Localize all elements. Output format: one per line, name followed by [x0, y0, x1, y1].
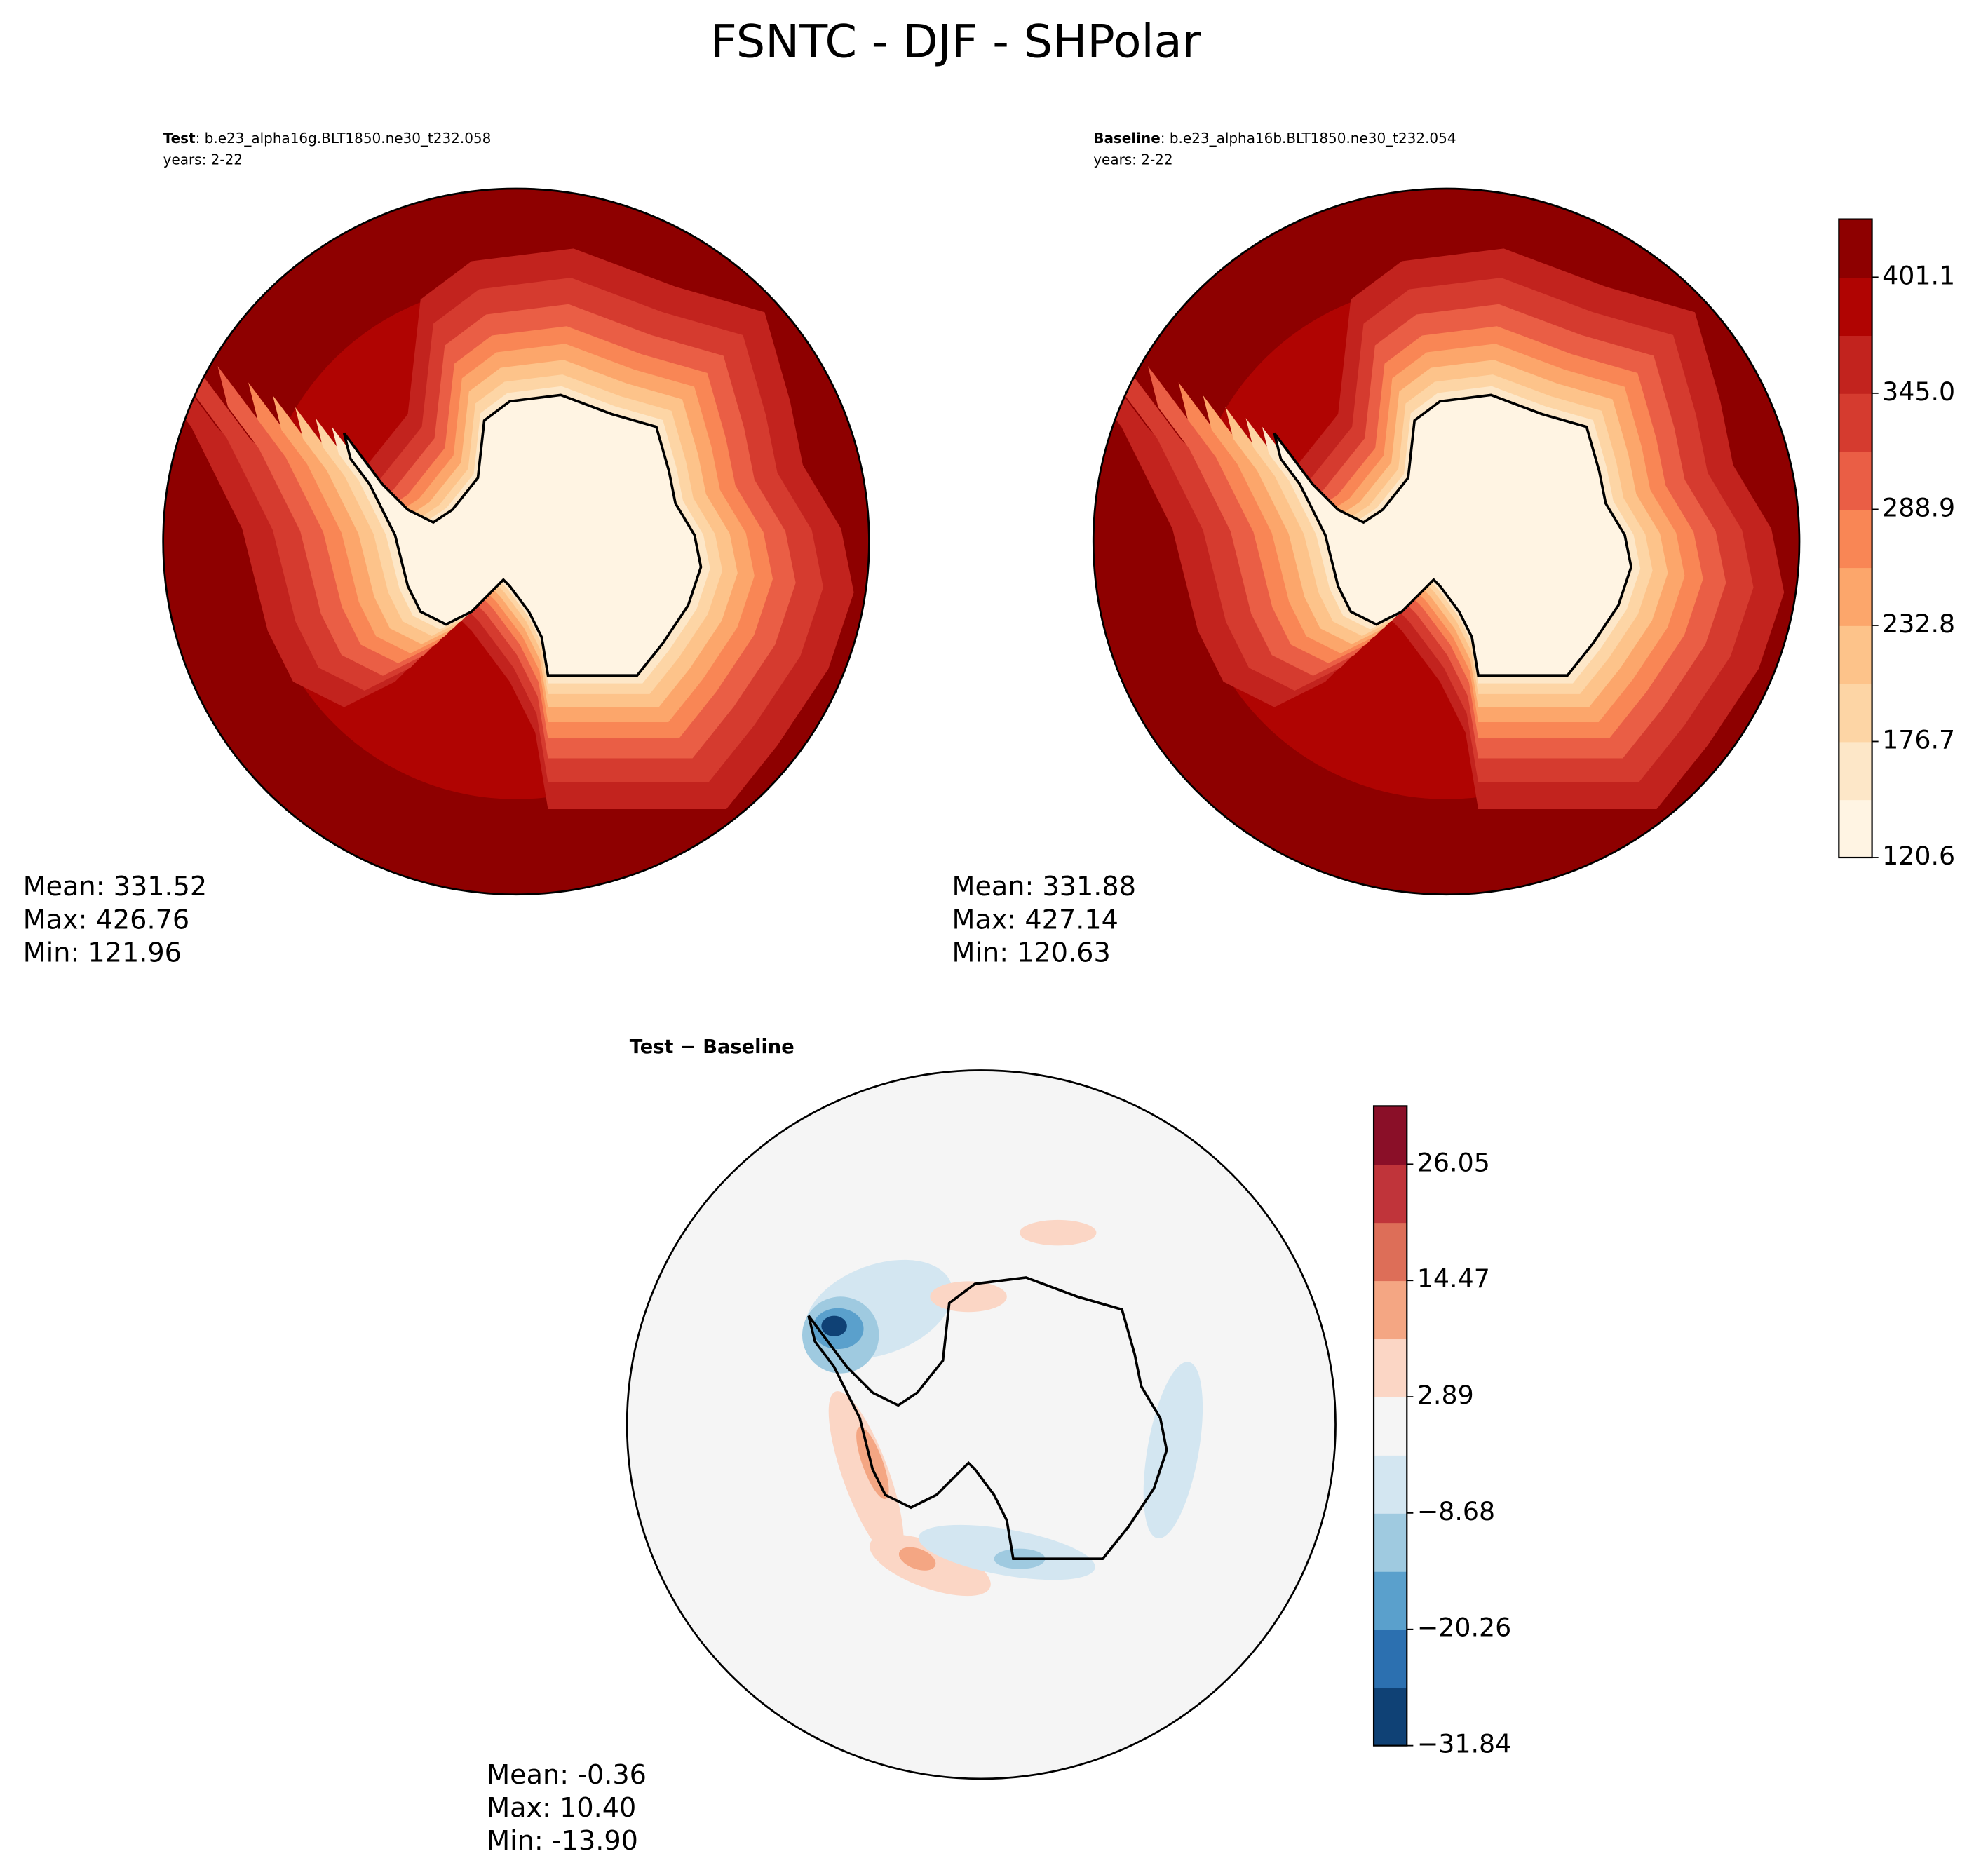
colorbar-tick-label: 26.05 — [1417, 1147, 1490, 1177]
colorbar-tick-label: 288.9 — [1882, 492, 1955, 522]
colorbar-segment — [1839, 741, 1872, 801]
panel-header: Baseline: b.e23_alpha16b.BLT1850.ne30_t2… — [1093, 130, 1456, 147]
map-contour — [821, 1315, 847, 1336]
panel-stat: Mean: 331.88 — [952, 871, 1136, 902]
map — [627, 1070, 1336, 1779]
panel-stat: Mean: -0.36 — [487, 1759, 647, 1790]
panel-header-bold: Test − Baseline — [630, 1036, 794, 1057]
colorbar-segment — [1839, 509, 1872, 569]
colorbar-segment — [1839, 625, 1872, 684]
colorbar-segment — [1374, 1512, 1407, 1572]
panel-years: years: 2-22 — [1093, 151, 1172, 168]
colorbar-tick-label: −20.26 — [1417, 1613, 1511, 1643]
map — [1093, 188, 1800, 895]
colorbar-segment — [1374, 1571, 1407, 1630]
colorbar-segment — [1374, 1222, 1407, 1282]
panel-stat: Min: 121.96 — [23, 937, 182, 968]
panel-header-bold: Test — [163, 130, 196, 147]
colorbar-segment — [1374, 1106, 1407, 1165]
map — [163, 188, 870, 895]
panel-header: Test: b.e23_alpha16g.BLT1850.ne30_t232.0… — [163, 130, 492, 147]
colorbar-segment — [1839, 277, 1872, 337]
panel-stat: Min: -13.90 — [487, 1825, 638, 1856]
map-border — [162, 187, 870, 896]
map-contour — [898, 1547, 936, 1571]
panel-stat: Mean: 331.52 — [23, 871, 207, 902]
colorbar-tick-label: 2.89 — [1417, 1380, 1474, 1410]
colorbar-tick-label: 401.1 — [1882, 260, 1955, 290]
colorbar-segment — [1374, 1164, 1407, 1224]
colorbar-tick-label: 176.7 — [1882, 724, 1955, 754]
map-contour — [1020, 1219, 1097, 1246]
colorbar-frame — [1838, 218, 1873, 859]
colorbar-segment — [1374, 1454, 1407, 1514]
colorbar-segment — [1374, 1339, 1407, 1397]
colorbar-segment — [1839, 451, 1872, 510]
panel-stat: Min: 120.63 — [952, 937, 1111, 968]
colorbar-segment — [1839, 335, 1872, 394]
map-border — [626, 1069, 1337, 1780]
colorbar-tick-label: 14.47 — [1417, 1263, 1490, 1294]
colorbar-segment — [1839, 683, 1872, 743]
colorbar-segment — [1374, 1687, 1407, 1747]
colorbar-tick-label: −8.68 — [1417, 1496, 1495, 1526]
panel-header: Test − Baseline — [630, 1036, 794, 1057]
colorbar-segment — [1839, 799, 1872, 858]
map-contour — [1273, 393, 1633, 677]
map-fill — [627, 1070, 1336, 1779]
map-contour — [828, 1391, 904, 1561]
figure-title: FSNTC - DJF - SHPolar — [710, 15, 1201, 69]
panel-stat: Max: 10.40 — [487, 1792, 636, 1823]
panel-header-bold: Baseline — [1093, 130, 1161, 147]
colorbar-frame — [1372, 1105, 1408, 1747]
colorbar-segment — [1839, 567, 1872, 626]
colorbar-segment — [1839, 393, 1872, 452]
colorbar-tick-label: −31.84 — [1417, 1729, 1511, 1759]
colorbar-tick-label: 232.8 — [1882, 609, 1955, 639]
map-contour — [930, 1281, 1007, 1313]
map-coastline — [807, 1276, 1168, 1561]
map-contour — [342, 393, 703, 677]
colorbar-segment — [1374, 1280, 1407, 1340]
panel-header-text: : b.e23_alpha16b.BLT1850.ne30_t232.054 — [1161, 130, 1456, 147]
colorbar-segment — [1374, 1397, 1407, 1456]
map-contour — [1143, 1362, 1203, 1539]
colorbar-tick-label: 120.6 — [1882, 841, 1955, 871]
colorbar-segment — [1374, 1629, 1407, 1688]
panel-stat: Max: 426.76 — [23, 904, 189, 935]
colorbar-segment — [1839, 219, 1872, 278]
colorbar-tick-label: 345.0 — [1882, 377, 1955, 407]
panel-years: years: 2-22 — [163, 151, 243, 168]
panel-stat: Max: 427.14 — [952, 904, 1118, 935]
panel-header-text: : b.e23_alpha16g.BLT1850.ne30_t232.058 — [196, 130, 492, 147]
map-contour — [856, 1426, 889, 1500]
map-border — [1092, 187, 1801, 896]
